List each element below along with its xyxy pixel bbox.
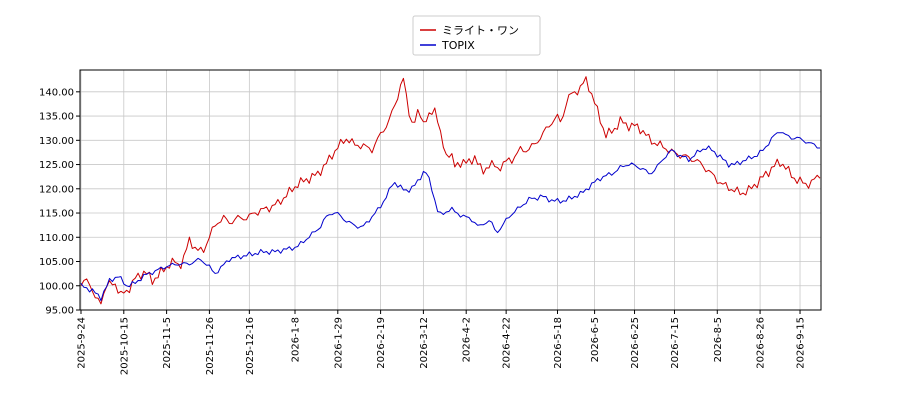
legend: ミライト・ワン TOPIX xyxy=(412,15,541,56)
x-tick-label: 2026-1-8 xyxy=(290,317,301,362)
x-tick-label: 2026-1-29 xyxy=(333,317,344,369)
y-tick-label: 105.00 xyxy=(39,257,74,268)
y-tick-label: 130.00 xyxy=(39,136,74,147)
x-tick-label: 2026-4-22 xyxy=(502,317,513,369)
x-tick-label: 2026-4-2 xyxy=(462,317,473,362)
y-tick-label: 135.00 xyxy=(39,112,74,123)
legend-box xyxy=(412,15,541,56)
series-lines xyxy=(80,76,821,305)
x-tick-label: 2025-12-16 xyxy=(245,317,256,375)
plot-border xyxy=(79,69,822,311)
y-tick-label: 95.00 xyxy=(45,306,74,317)
series-line-0 xyxy=(80,76,821,305)
plot-frame xyxy=(80,70,821,310)
y-tick-label: 120.00 xyxy=(39,184,74,195)
x-tick-label: 2026-6-5 xyxy=(590,317,601,362)
y-axis: 95.00 100.00 105.00 110.00 115.00 120.00 125.0… xyxy=(39,87,80,317)
legend-label-1: TOPIX xyxy=(441,39,475,52)
x-tick-label: 2026-7-15 xyxy=(670,317,681,369)
x-tick-label: 2026-8-5 xyxy=(713,317,724,362)
x-tick-label: 2025-11-26 xyxy=(205,317,216,375)
plot-area xyxy=(80,70,821,310)
x-tick-label: 2026-8-26 xyxy=(756,317,767,369)
x-tick-label: 2026-6-25 xyxy=(630,317,641,369)
x-tick-label: 2025-11-5 xyxy=(162,317,173,369)
x-axis: 2025-9-24 2025-10-15 2025-11-5 2025-11-26 20… xyxy=(77,310,807,375)
legend-label-0: ミライト・ワン xyxy=(442,24,519,37)
y-tick-label: 100.00 xyxy=(39,281,74,292)
x-tick-label: 2025-10-15 xyxy=(119,317,130,375)
x-tick-label: 2026-3-12 xyxy=(419,317,430,369)
x-tick-label: 2026-9-15 xyxy=(796,317,807,369)
gridlines xyxy=(80,70,821,311)
x-tick-label: 2025-9-24 xyxy=(77,317,88,369)
y-tick-label: 110.00 xyxy=(39,233,74,244)
series-line-1 xyxy=(80,132,821,302)
x-tick-label: 2026-2-19 xyxy=(376,317,387,369)
y-tick-label: 140.00 xyxy=(39,87,74,98)
y-tick-label: 125.00 xyxy=(39,160,74,171)
y-tick-label: 115.00 xyxy=(39,209,74,220)
x-tick-label: 2026-5-18 xyxy=(553,317,564,369)
